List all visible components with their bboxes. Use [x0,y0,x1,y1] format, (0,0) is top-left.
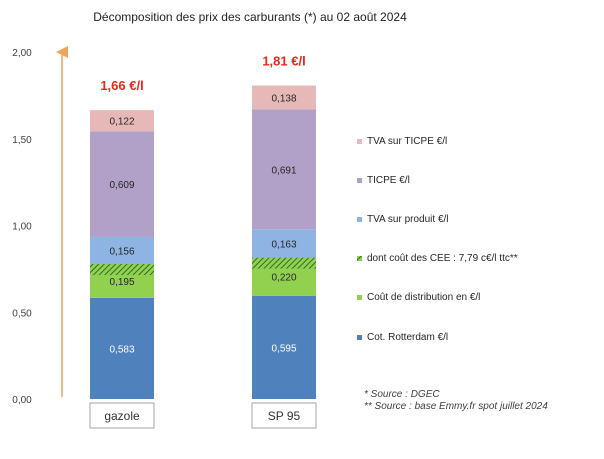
bar-segment [252,85,316,110]
source-note-2: ** Source : base Emmy.fr spot juillet 20… [364,401,548,412]
chart-title: Décomposition des prix des carburants (*… [93,10,407,24]
bar-segment [90,236,154,265]
data-label: 0,220 [271,273,296,284]
source-note-1: * Source : DGEC [364,389,440,400]
bar-total-label: 1,81 €/l [262,53,305,68]
y-tick-label: 0,00 [12,395,32,406]
bar-total-label: 1,66 €/l [100,78,143,93]
data-label: 0,609 [109,180,134,191]
data-label: 0,595 [271,343,296,354]
legend-swatch [357,139,362,144]
y-tick-label: 2,00 [12,48,32,59]
data-label: 0,122 [109,117,134,128]
bar-segment [252,109,316,230]
data-label: 0,156 [109,246,134,257]
bar-segment [90,110,154,132]
legend-label: TVA sur produit €/l [367,214,449,225]
legend-swatch [357,335,362,340]
data-label: 0,195 [109,277,134,288]
bars: 0,583 0,195 0,156 0,609 0,122 1,66 €/l gazole 0… [89,53,317,429]
bar-segment [252,229,316,258]
y-tick-label: 1,50 [12,135,32,146]
legend-swatch [357,256,362,261]
y-axis: 0,00 0,50 1,00 1,50 2,00 [12,46,68,406]
y-tick-label: 0,50 [12,308,32,319]
bar-segment-cee [252,257,316,269]
legend: TVA sur TICPE €/l TICPE €/l TVA sur produi… [357,136,518,343]
bar-segment [90,297,154,399]
bar-segment-cee [90,264,154,276]
legend-swatch [357,217,362,222]
data-label: 0,163 [271,239,296,250]
data-label: 0,691 [271,165,296,176]
category-box [89,402,155,429]
category-label: gazole [104,409,140,423]
legend-swatch [357,178,362,183]
data-label: 0,138 [271,93,296,104]
bar-segment [252,295,316,399]
legend-label: Cot. Rotterdam €/l [367,332,448,343]
legend-swatch [357,295,362,300]
y-tick-label: 1,00 [12,222,32,233]
category-box [251,402,317,429]
legend-label: TVA sur TICPE €/l [367,136,447,147]
legend-label: TICPE €/l [367,175,410,186]
data-label: 0,583 [109,344,134,355]
legend-label: Coût de distribution en €/l [367,292,480,303]
bar-segment [90,131,154,237]
legend-label: dont coût des CEE : 7,79 c€/l ttc** [367,253,518,264]
category-label: SP 95 [268,409,301,423]
